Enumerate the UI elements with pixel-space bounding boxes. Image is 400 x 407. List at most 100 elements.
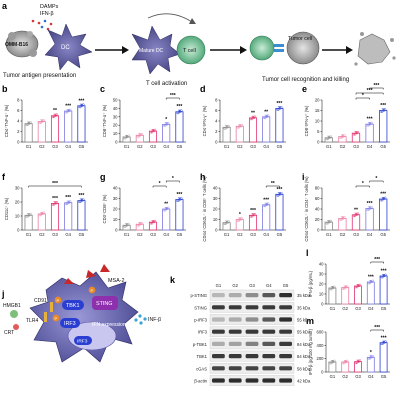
x-tick-label: G2 [39,232,45,237]
data-point [149,222,153,225]
lane-label-G5: G5 [283,283,289,288]
data-point [65,202,68,206]
phospho-tbk1 [54,296,62,304]
data-point [342,135,345,138]
data-point [353,214,357,218]
y-tick-label: 30 [213,196,218,201]
blot-band [212,293,225,298]
blot-band [212,305,225,310]
x-tick-label: G2 [237,144,243,149]
data-point [355,361,359,364]
y-tick-label: 4 [215,119,218,124]
bar-G4 [365,123,374,143]
y-tick-label: 50 [113,98,118,103]
y-tick-label: 2 [17,129,20,134]
data-point [236,126,239,129]
cd91-label: CD91 [34,298,47,304]
y-tick-label: 0 [317,228,320,233]
bar-G3 [248,117,258,143]
step1-label: Tumor antigen presentation [3,73,76,79]
lane-label-G4: G4 [266,283,272,288]
data-point [329,362,332,365]
y-tick-label: 30 [113,114,118,119]
y-tick-label: 60 [315,196,320,201]
blot-band [279,293,292,298]
data-point [124,225,127,228]
data-point [339,218,342,221]
bracket-stars: *** [367,88,373,94]
data-point [52,115,56,119]
hmgb1-label: HMGB1 [3,303,21,309]
chart-label-d: d [200,84,206,94]
x-tick-label: G3 [250,144,256,149]
data-point [340,218,343,221]
blot-band [245,293,259,298]
crt-label: CRT [4,330,14,336]
data-point [264,204,267,208]
significance-bracket [369,87,384,90]
arrow-2 [210,46,247,54]
y-tick-label: 20 [315,217,320,222]
bar-G4 [262,116,271,143]
y-tick-label: 20 [315,98,320,103]
data-point [369,123,372,126]
x-tick-label: G1 [26,232,32,237]
bar-G5 [275,193,284,231]
y-tick-label: 0 [317,140,320,145]
bar-G4 [162,123,171,143]
data-point [239,218,242,221]
panel-a: a OMM-B16 DAMPs IFN-β DC Tumor antigen p… [2,1,396,87]
data-point [249,215,253,218]
data-point [25,123,28,126]
data-point [326,222,329,225]
x-tick-label: G3 [355,306,361,311]
phospho-irf3-label: P [55,316,58,321]
bar-G1 [328,287,337,305]
y-tick-label: 40 [213,186,218,191]
bar-G3 [50,115,60,143]
x-tick-label: G1 [124,232,130,237]
chart-panel-i: i 0 20 40 60 80 CD44⁺CD62L⁺ in CD4⁺ T cells (%… [302,172,390,242]
data-point [39,214,42,217]
significance-stars: ** [251,110,255,116]
dendritic-cell: DC [44,23,93,71]
sting-node [92,296,118,310]
panel-k-label: k [170,275,176,285]
data-point [126,224,129,227]
data-point [340,136,343,139]
significance-stars: *** [176,104,182,110]
significance-stars: *** [276,187,282,193]
significance-stars: *** [52,196,58,202]
y-tick-label: 6 [17,108,20,113]
data-point [54,202,58,205]
blot-band [262,293,276,298]
data-point [179,198,182,201]
blot-band [245,366,259,371]
data-point [383,341,386,344]
data-point [226,221,229,224]
bracket-stars: *** [374,325,380,331]
blot-band [245,329,259,334]
significance-stars: *** [368,275,374,281]
data-point [326,137,329,141]
x-tick-label: G5 [381,374,387,379]
data-point [333,285,336,288]
data-point [342,362,345,365]
significance-bracket [165,97,180,100]
bar-G2 [37,121,46,143]
bar-G2 [235,125,244,143]
data-point [164,124,167,127]
bracket-stars: *** [374,257,380,263]
significance-stars: ** [264,109,268,115]
blot-kda-label: 84 kDa [297,342,311,347]
x-tick-label: G3 [52,144,58,149]
bracket-stars: * [375,176,377,182]
significance-bracket [28,185,82,188]
bar-G3 [354,285,362,305]
bar-G5 [379,275,388,305]
data-point [358,283,362,286]
x-tick-label: G3 [355,374,361,379]
bar-G5 [77,105,86,143]
